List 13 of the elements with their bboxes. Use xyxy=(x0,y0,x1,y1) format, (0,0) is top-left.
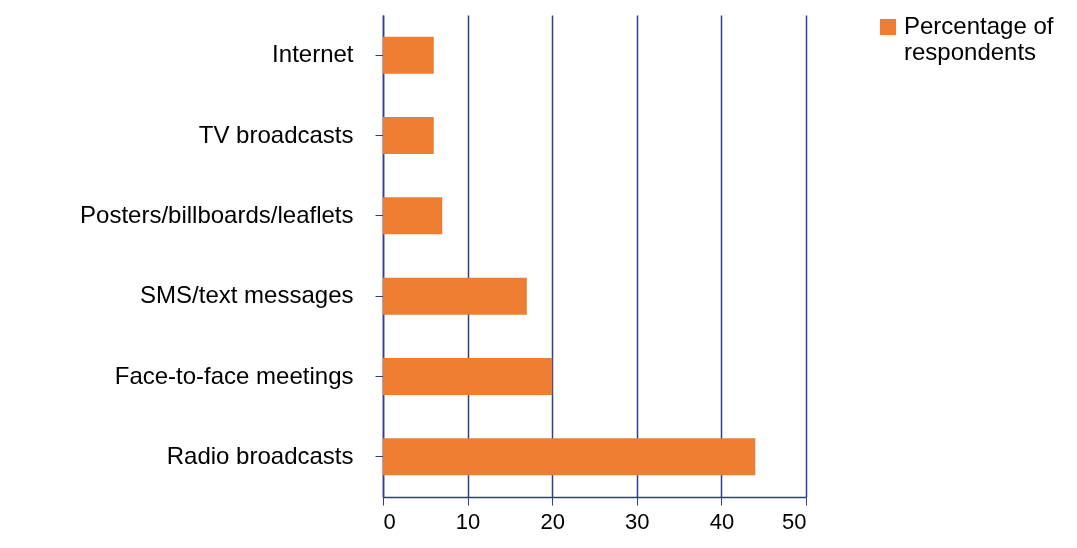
y-tick-label: TV broadcasts xyxy=(198,120,354,148)
x-tick-label: 20 xyxy=(540,508,565,534)
x-tick-label: 10 xyxy=(455,508,481,534)
x-tick-label: 40 xyxy=(709,508,735,534)
x-tick-label: 30 xyxy=(625,508,650,534)
y-tick-label: Face-to-face meetings xyxy=(114,361,354,389)
legend-label: Percentage of respondents xyxy=(904,12,1054,65)
x-tick-label: 50 xyxy=(782,508,807,534)
y-tick-label: Radio broadcasts xyxy=(166,441,354,469)
y-tick-label: SMS/text messages xyxy=(140,281,354,309)
y-tick-label: Internet xyxy=(272,40,354,68)
x-tick-label: 0 xyxy=(383,508,396,534)
y-tick-label: Posters/billboards/leaflets xyxy=(80,200,354,228)
